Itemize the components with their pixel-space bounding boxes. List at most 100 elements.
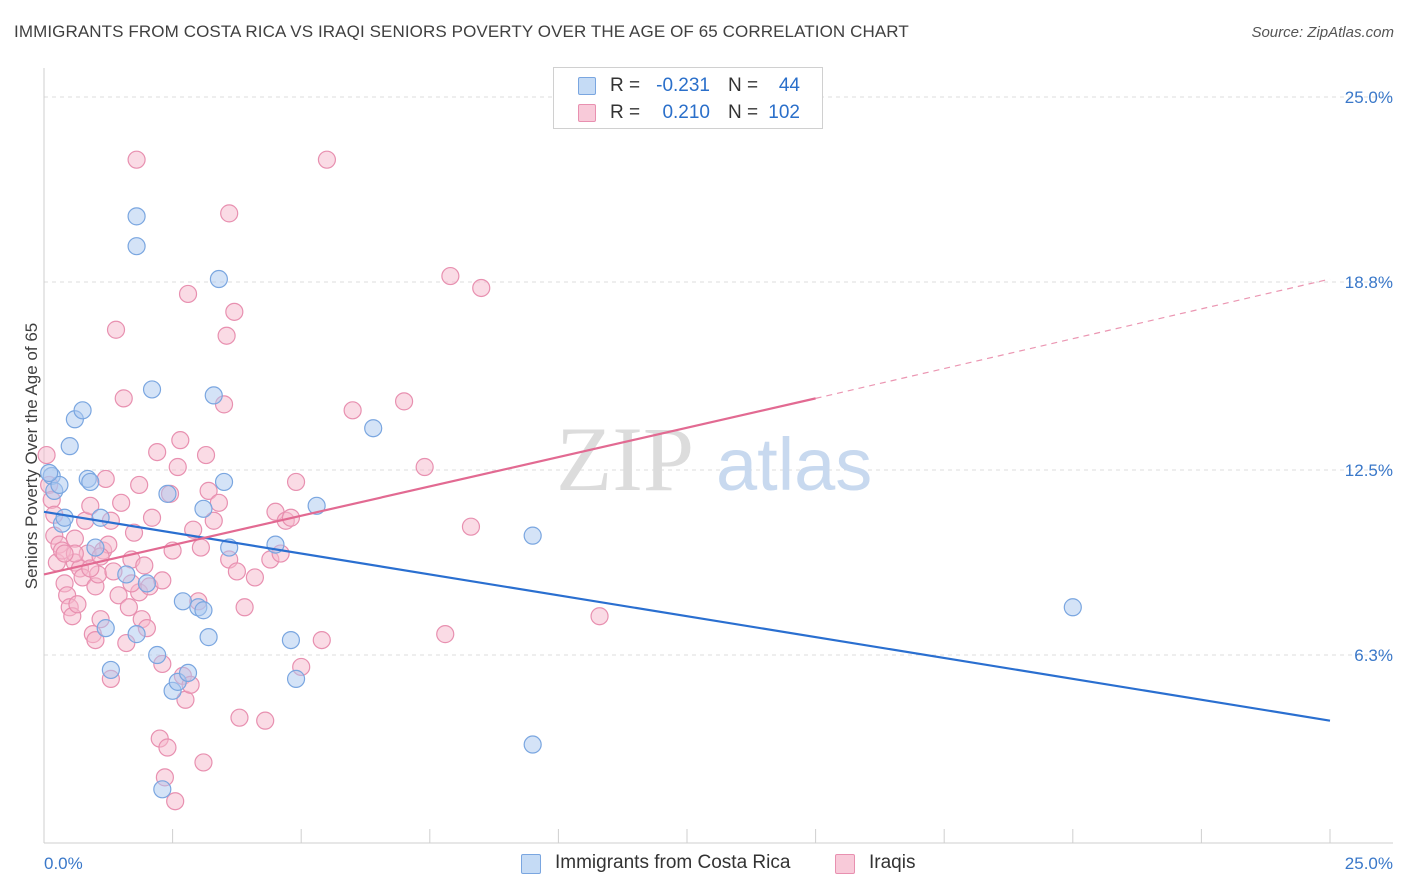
n-label: N =	[728, 75, 759, 96]
iraqis-point-73	[230, 708, 249, 727]
costa-rica-point-38	[307, 496, 326, 515]
iraqis-point-22	[86, 630, 105, 650]
iraqis-point-61	[191, 538, 210, 557]
costa-rica-point-15	[127, 207, 146, 226]
x-tick-label-0: 0.0%	[44, 854, 83, 873]
blue-swatch	[521, 854, 541, 874]
iraqis-point-52	[166, 792, 185, 811]
costa-rica-point-30	[199, 628, 218, 647]
iraqis-point-75	[256, 711, 275, 730]
iraqis-point-89	[441, 266, 460, 286]
costa-rica-point-12	[96, 619, 115, 638]
costa-rica-point-4	[55, 508, 74, 527]
costa-rica-point-41	[523, 735, 542, 754]
iraqis-point-30	[106, 320, 126, 339]
costa-rica-point-9	[81, 472, 100, 492]
iraqis-point-19	[81, 496, 100, 515]
iraqis-point-41	[135, 556, 154, 575]
chart-title: IMMIGRANTS FROM COSTA RICA VS IRAQI SENI…	[14, 22, 909, 41]
blue-swatch	[578, 77, 596, 95]
iraqis-point-31	[109, 586, 128, 605]
iraqis-point-64	[199, 481, 218, 500]
costa-rica-point-14	[117, 565, 136, 584]
iraqis-point-86	[394, 392, 414, 411]
iraqis-point-0	[37, 445, 56, 465]
iraqis-point-87	[415, 457, 434, 477]
y-tick-label-1: 12.5%	[1345, 461, 1393, 480]
iraqis-point-49	[158, 738, 177, 757]
costa-rica-point-37	[286, 669, 306, 688]
iraqis-trend-extension	[815, 278, 1331, 399]
iraqis-point-69	[220, 204, 239, 223]
stats-legend-row-costa-rica: R = -0.231 N = 44	[554, 74, 822, 100]
costa-rica-point-13	[101, 660, 120, 680]
r-label: R =	[610, 102, 641, 123]
iraqis-point-33	[114, 389, 133, 408]
costa-rica-point-25	[173, 592, 192, 611]
r-label: R =	[610, 75, 641, 96]
costa-rica-point-26	[178, 663, 198, 683]
iraqis-point-65	[204, 511, 223, 530]
iraqis-trend-line	[43, 397, 816, 576]
iraqis-point-37	[124, 523, 144, 542]
n-value: 44	[778, 75, 800, 96]
n-label: N =	[728, 102, 759, 123]
costa-rica-point-11	[91, 508, 110, 527]
costa-rica-point-29	[194, 499, 213, 518]
costa-rica-point-39	[364, 419, 383, 438]
legend-label: Immigrants from Costa Rica	[555, 852, 791, 873]
iraqis-point-32	[112, 493, 131, 512]
iraqis-point-91	[472, 278, 491, 298]
costa-rica-point-22	[158, 484, 177, 503]
iraqis-point-101	[130, 475, 149, 495]
y-tick-label-2: 18.8%	[1345, 273, 1393, 292]
costa-rica-point-5	[60, 437, 79, 456]
costa-rica-point-21	[153, 780, 172, 799]
n-value: 102	[768, 102, 800, 123]
iraqis-point-57	[178, 284, 198, 304]
costa-rica-point-36	[281, 630, 301, 650]
costa-rica-point-20	[148, 645, 167, 665]
iraqis-point-68	[217, 326, 236, 345]
iraqis-point-72	[227, 562, 246, 581]
iraqis-point-97	[153, 571, 172, 590]
costa-rica-trend-line	[43, 510, 1331, 722]
iraqis-point-59	[184, 520, 203, 539]
x-tick-label-1: 25.0%	[1345, 854, 1393, 873]
iraqis-point-92	[590, 607, 609, 626]
iraqis-point-74	[245, 568, 265, 587]
stats-legend: R = -0.231 N = 44 R = 0.210 N = 102	[553, 67, 823, 129]
y-axis-label: Seniors Poverty Over the Age of 65	[22, 323, 41, 589]
costa-rica-point-40	[523, 526, 542, 545]
iraqis-point-66	[209, 493, 228, 512]
costa-rica-point-32	[209, 269, 228, 289]
iraqis-point-83	[312, 630, 331, 650]
watermark-zip: ZIP	[556, 408, 694, 510]
costa-rica-point-28	[194, 601, 213, 620]
y-tick-label-3: 25.0%	[1345, 88, 1393, 107]
pink-swatch	[578, 104, 596, 122]
costa-rica-point-17	[127, 625, 146, 644]
iraqis-point-90	[461, 517, 481, 536]
source-credit: Source: ZipAtlas.com	[1251, 24, 1394, 41]
iraqis-point-84	[317, 150, 337, 169]
costa-rica-point-43	[40, 463, 59, 483]
watermark-atlas: atlas	[716, 423, 872, 506]
costa-rica-point-2	[50, 475, 69, 495]
iraqis-point-100	[55, 544, 74, 563]
stats-legend-row-iraqis: R = 0.210 N = 102	[554, 101, 822, 127]
costa-rica-point-10	[86, 538, 105, 557]
iraqis-point-54	[171, 431, 190, 450]
iraqis-point-85	[343, 401, 362, 420]
costa-rica-point-7	[73, 401, 92, 420]
iraqis-point-81	[286, 472, 306, 492]
iraqis-point-38	[127, 150, 146, 169]
r-value: 0.210	[662, 102, 710, 123]
iraqis-point-98	[235, 598, 254, 617]
iraqis-point-53	[168, 457, 187, 477]
costa-rica-point-33	[214, 472, 234, 492]
iraqis-point-14	[68, 595, 87, 614]
iraqis-point-62	[194, 753, 213, 772]
series-legend: Immigrants from Costa Rica Iraqis	[0, 851, 1406, 879]
